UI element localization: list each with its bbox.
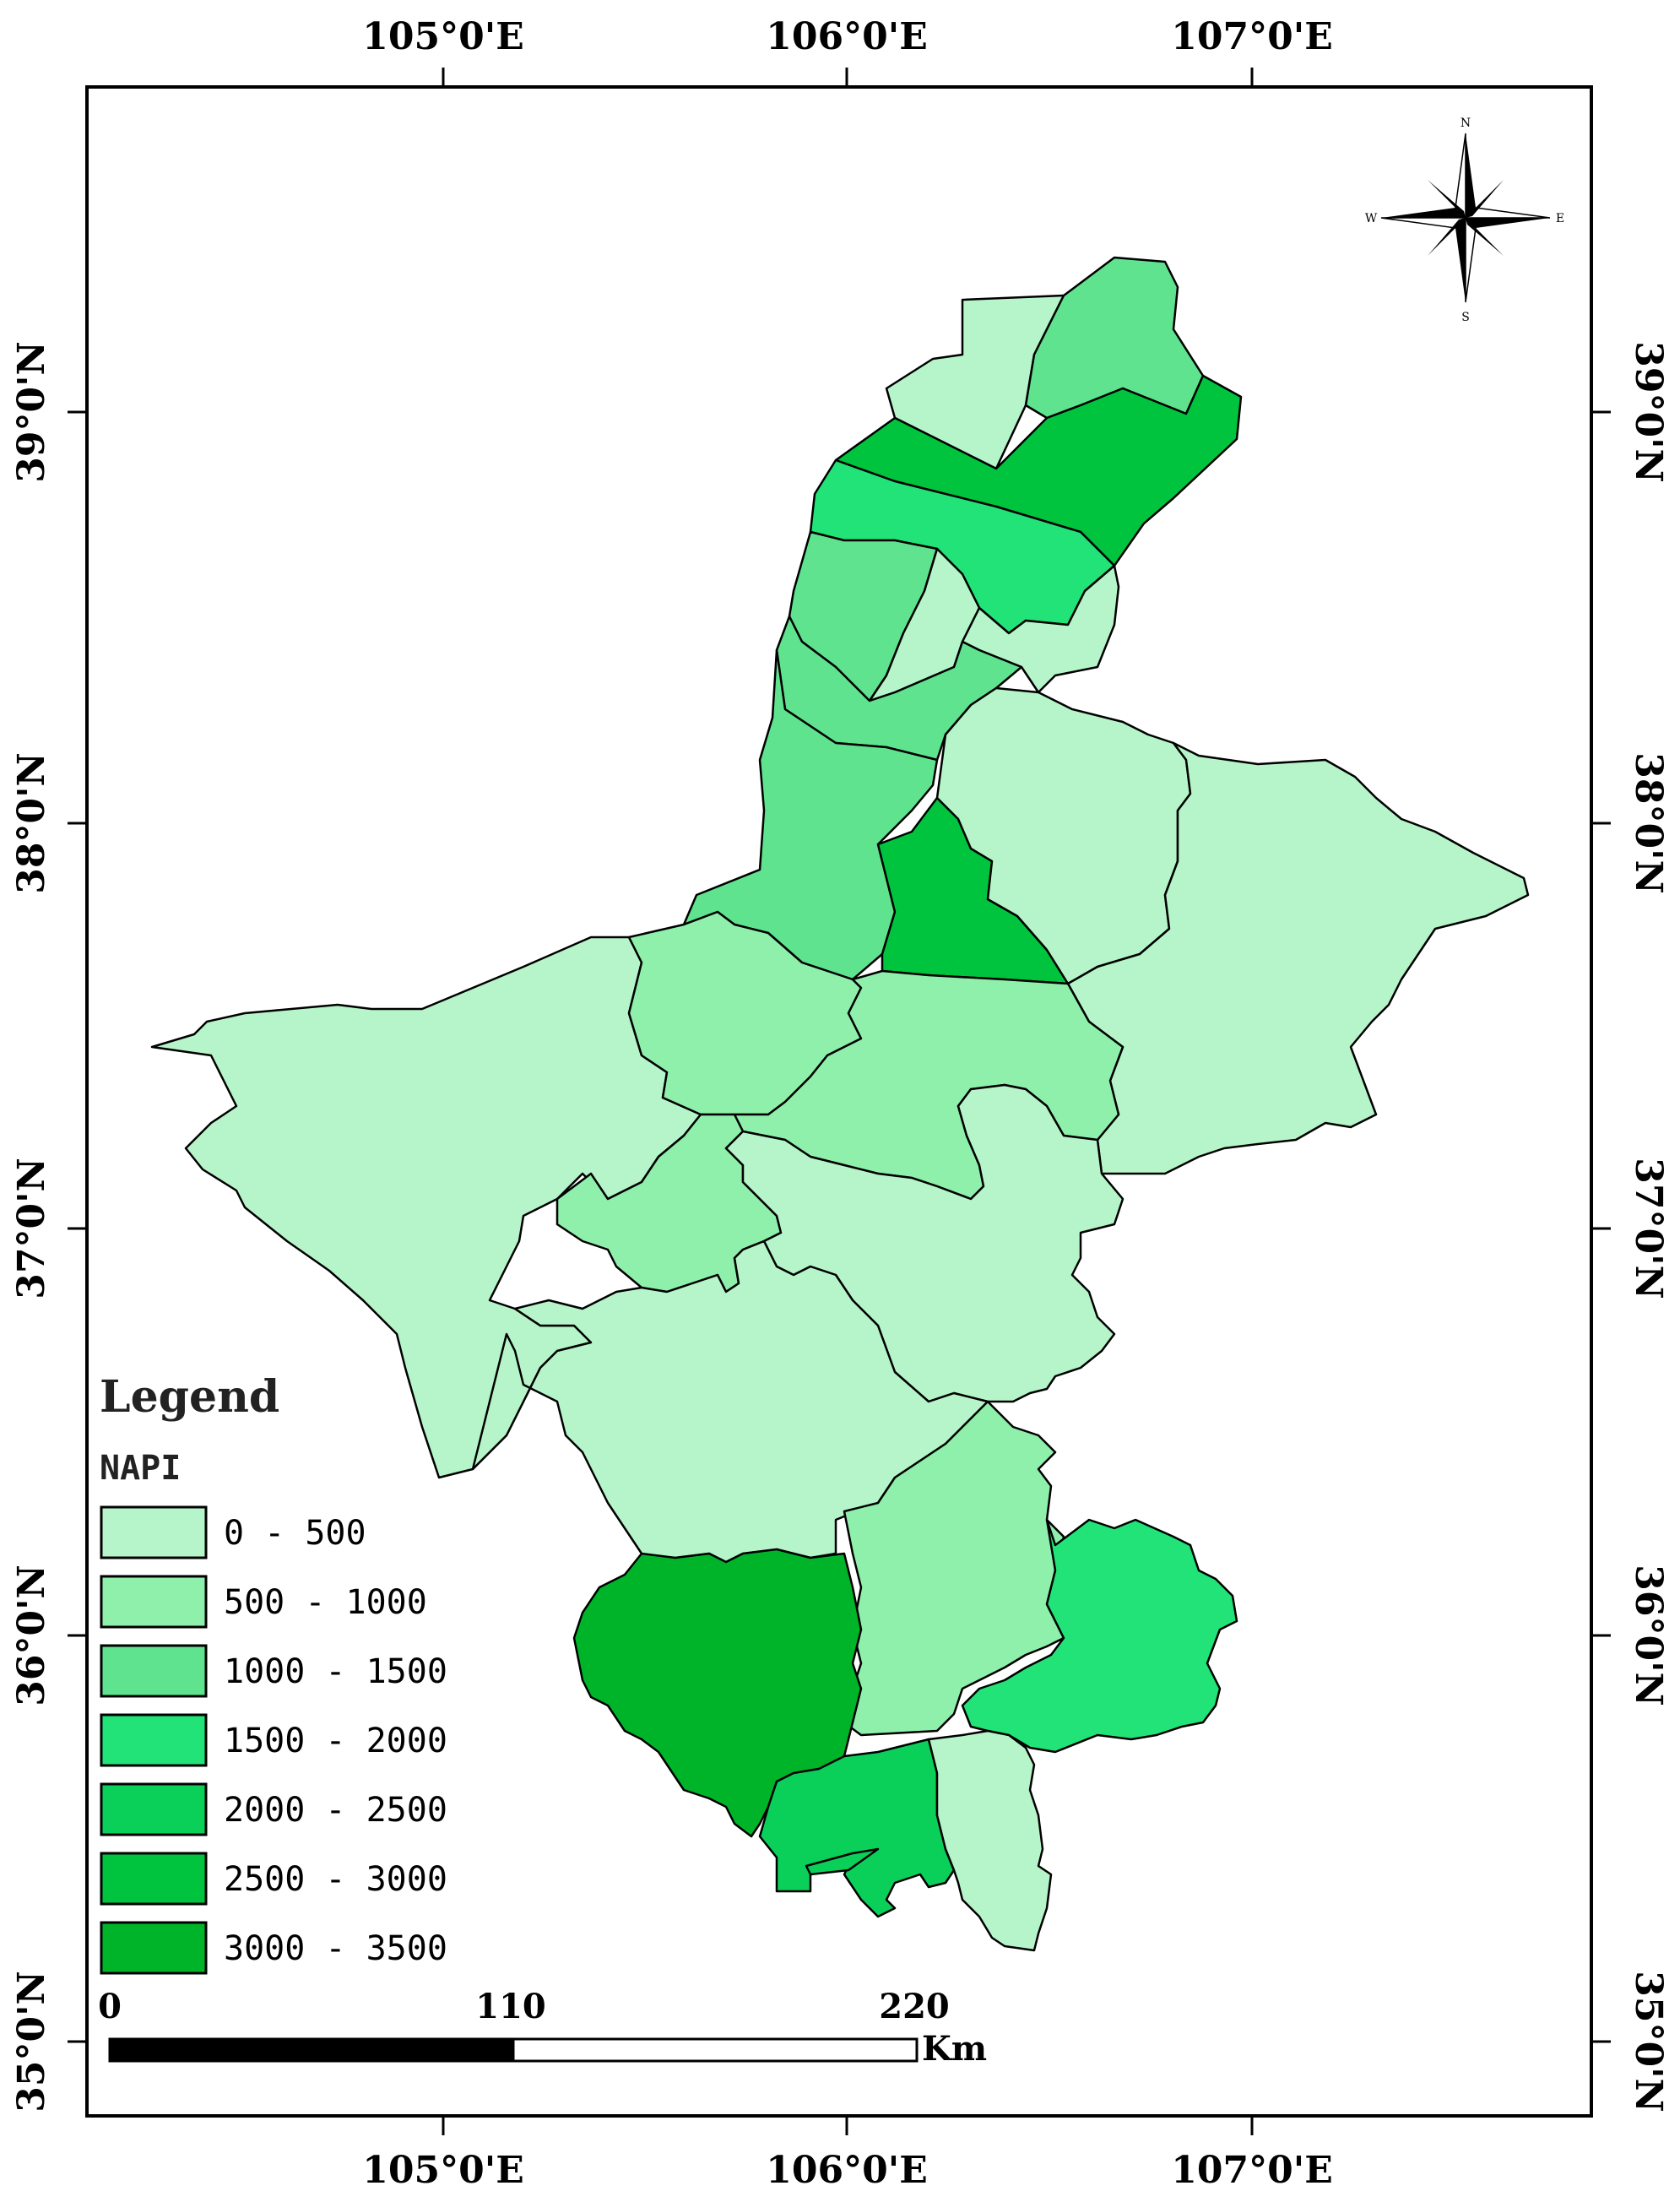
scale-label-110: 110 (475, 1987, 546, 2026)
right-lat-label-38: 38°0'N (1627, 752, 1670, 894)
compass-w-label: W (1365, 212, 1378, 225)
legend-swatch (100, 1852, 208, 1906)
right-lat-label-37: 37°0'N (1627, 1158, 1670, 1299)
left-lat-label-36: 36°0'N (10, 1565, 53, 1706)
map-regions (150, 256, 1530, 1952)
scale-unit: Km (922, 2029, 987, 2069)
region-far-east (1066, 741, 1530, 1175)
legend-label: 0 - 500 (224, 1514, 366, 1553)
legend-swatch (100, 1505, 208, 1559)
legend-label: 3000 - 3500 (224, 1929, 447, 1968)
legend: Legend NAPI 0 - 500 500 - 1000 1000 - 1500… (100, 1371, 447, 1975)
legend-label: 1500 - 2000 (224, 1722, 447, 1760)
right-lat-label-35: 35°0'N (1627, 1971, 1670, 2113)
left-lat-label-38: 38°0'N (10, 752, 53, 894)
legend-label: 2500 - 3000 (224, 1860, 447, 1899)
region-south-east (961, 1518, 1238, 1754)
legend-label: 2000 - 2500 (224, 1791, 447, 1830)
left-lat-label-37: 37°0'N (10, 1158, 53, 1299)
compass-n-ray (1466, 133, 1476, 218)
bottom-lon-label-106: 106°0'E (766, 2149, 927, 2192)
region-south-tip (927, 1729, 1053, 1952)
left-lat-label-39: 39°0'N (10, 341, 53, 483)
scale-label-220: 220 (879, 1987, 950, 2026)
right-lat-label-39: 39°0'N (1627, 341, 1670, 483)
left-lat-label-35: 35°0'N (10, 1971, 53, 2113)
compass-se-ray (1466, 218, 1504, 256)
legend-swatch (100, 1575, 208, 1629)
legend-items: 0 - 500 500 - 1000 1000 - 1500 1500 - 2000 2… (100, 1505, 447, 1975)
right-lat-label-36: 36°0'N (1627, 1565, 1670, 1706)
compass-nw-ray (1428, 180, 1466, 218)
top-lon-label-106: 106°0'E (766, 15, 927, 58)
north-arrow: N S E W (1365, 117, 1564, 324)
legend-subtitle: NAPI (100, 1449, 181, 1488)
region-south-west (471, 1239, 989, 1572)
bottom-lon-label-107: 107°0'E (1171, 2149, 1332, 2192)
legend-swatch (100, 1782, 208, 1836)
legend-title: Legend (100, 1371, 279, 1423)
compass-e-ray (1466, 218, 1550, 228)
graticule-ticks (68, 68, 1611, 2135)
top-lon-label-105: 105°0'E (362, 15, 523, 58)
bottom-lon-label-105: 105°0'E (362, 2149, 523, 2192)
scale-bar-black-segment (108, 2037, 515, 2063)
legend-label: 1000 - 1500 (224, 1652, 447, 1691)
scale-label-0: 0 (98, 1987, 122, 2026)
compass-s-label: S (1461, 311, 1470, 324)
compass-e-label: E (1556, 212, 1564, 225)
compass-sw-ray (1428, 218, 1466, 256)
compass-s-ray (1455, 218, 1466, 302)
scale-bar-white-segment (512, 2037, 919, 2063)
region-west-large (150, 936, 702, 1479)
legend-label: 500 - 1000 (224, 1583, 427, 1622)
legend-swatch (100, 1713, 208, 1767)
top-lon-label-107: 107°0'E (1171, 15, 1332, 58)
legend-swatch (100, 1921, 208, 1975)
compass-n-label: N (1461, 117, 1471, 130)
scale-bar: 0 110 220 Km (98, 1987, 987, 2069)
region-south-sliver (805, 1847, 880, 1876)
legend-swatch (100, 1644, 208, 1698)
compass-ne-ray (1466, 180, 1504, 218)
compass-w-ray (1381, 208, 1466, 218)
